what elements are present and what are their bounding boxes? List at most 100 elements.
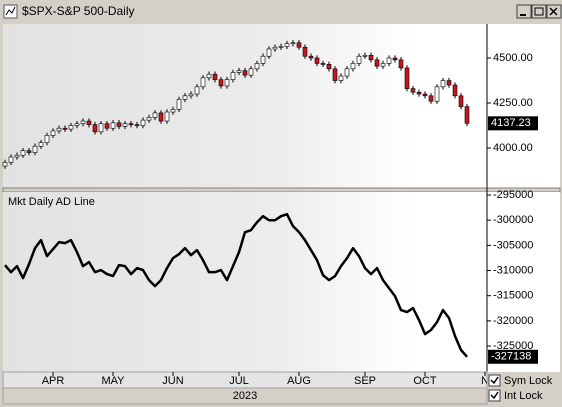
candle-body bbox=[434, 86, 440, 102]
candle-body bbox=[362, 55, 368, 57]
window-title: $SPX-S&P 500-Daily bbox=[22, 4, 135, 18]
ad-panel bbox=[3, 192, 487, 372]
candle-body bbox=[188, 93, 194, 97]
candle-body bbox=[326, 64, 332, 70]
candle-body bbox=[32, 145, 38, 153]
candle-body bbox=[38, 142, 44, 147]
candle-body bbox=[116, 122, 122, 127]
x-tick-label: OCT bbox=[413, 375, 437, 387]
candle-body bbox=[368, 55, 374, 61]
candle-body bbox=[146, 117, 152, 121]
candle-body bbox=[98, 123, 104, 133]
y-tick-label: -325000 bbox=[493, 340, 533, 352]
y-tick-label: -305000 bbox=[493, 239, 533, 251]
candle-body bbox=[164, 111, 170, 122]
candle-body bbox=[8, 156, 14, 163]
candle-body bbox=[152, 112, 158, 118]
candle-body bbox=[236, 70, 242, 73]
candle-body bbox=[170, 109, 176, 113]
candle-body bbox=[404, 67, 410, 89]
candle-body bbox=[182, 95, 188, 100]
x-tick-label: SEP bbox=[354, 375, 376, 387]
window-buttons[interactable] bbox=[516, 4, 562, 19]
candle-body bbox=[314, 57, 320, 64]
y-tick-label: 4250.00 bbox=[493, 97, 533, 109]
candle-body bbox=[350, 63, 356, 70]
year-strip bbox=[2, 387, 488, 405]
candle-body bbox=[260, 55, 266, 64]
y-tick-label: -300000 bbox=[493, 214, 533, 226]
candle-body bbox=[134, 124, 140, 126]
candle-body bbox=[410, 88, 416, 93]
candle-body bbox=[320, 63, 326, 65]
candle-body bbox=[44, 135, 50, 143]
candle-body bbox=[278, 46, 284, 48]
candle-body bbox=[206, 73, 212, 79]
candle-body bbox=[104, 123, 110, 129]
candle-body bbox=[248, 68, 254, 76]
candle-body bbox=[266, 48, 272, 57]
candle-body bbox=[62, 127, 68, 130]
check-glyph bbox=[490, 376, 499, 385]
candle-body bbox=[284, 43, 290, 47]
candle-body bbox=[20, 150, 26, 156]
candle-body bbox=[218, 79, 224, 87]
sym-lock-label[interactable]: Sym Lock bbox=[504, 375, 553, 387]
app-icon-glyph bbox=[5, 6, 16, 16]
candle-body bbox=[428, 95, 434, 102]
candle-body bbox=[416, 91, 422, 95]
y-tick-label: -310000 bbox=[493, 264, 533, 276]
last-value-label: 4137.23 bbox=[491, 117, 531, 129]
panel-separator bbox=[2, 187, 561, 193]
candle-body bbox=[344, 68, 350, 77]
ad-axis bbox=[487, 192, 560, 372]
candle-body bbox=[272, 46, 278, 50]
y-tick-label: -295000 bbox=[493, 189, 533, 201]
candle-body bbox=[80, 120, 86, 125]
x-tick-label: JUL bbox=[229, 375, 249, 387]
check-glyph bbox=[490, 391, 499, 400]
candle-body bbox=[200, 77, 206, 88]
candle-body bbox=[74, 123, 80, 126]
ad-line bbox=[4, 212, 468, 358]
maximize-glyph bbox=[534, 7, 544, 16]
candle-body bbox=[296, 42, 302, 48]
minimize-button[interactable] bbox=[516, 4, 532, 19]
candle-body bbox=[464, 106, 470, 124]
candle-body bbox=[302, 46, 308, 57]
candle-body bbox=[110, 122, 116, 129]
title-bar bbox=[1, 1, 561, 23]
candle-body bbox=[230, 72, 236, 80]
x-tick-label: MAY bbox=[101, 375, 125, 387]
candle-body bbox=[392, 57, 398, 61]
last-value-box bbox=[488, 116, 538, 131]
year-label: 2023 bbox=[233, 390, 257, 402]
sym-lock-checkbox[interactable] bbox=[488, 374, 501, 387]
candle-body bbox=[386, 57, 392, 64]
int-lock-label[interactable]: Int Lock bbox=[504, 390, 543, 402]
close-glyph bbox=[549, 7, 558, 16]
candle-body bbox=[212, 73, 218, 80]
panel-title: Mkt Daily AD Line bbox=[8, 196, 95, 208]
x-tick-label: AUG bbox=[287, 375, 311, 387]
candle-body bbox=[446, 80, 452, 86]
candle-body bbox=[176, 99, 182, 110]
candle-body bbox=[332, 68, 338, 81]
last-value-label: -327138 bbox=[491, 351, 531, 363]
y-tick-label: 4000.00 bbox=[493, 142, 533, 154]
x-tick-label: N bbox=[481, 375, 489, 387]
candle-body bbox=[140, 119, 146, 126]
candle-body bbox=[374, 59, 380, 67]
int-lock-checkbox[interactable] bbox=[488, 389, 501, 402]
candle-body bbox=[356, 55, 362, 64]
candle-body bbox=[380, 63, 386, 67]
candle-body bbox=[122, 123, 128, 127]
price-axis bbox=[487, 24, 560, 188]
y-tick-label: 4500.00 bbox=[493, 52, 533, 64]
x-tick-label: JUN bbox=[162, 375, 183, 387]
y-tick-label: -320000 bbox=[493, 315, 533, 327]
candle-body bbox=[86, 120, 92, 125]
maximize-button[interactable] bbox=[531, 4, 547, 19]
y-tick-label: -315000 bbox=[493, 290, 533, 302]
